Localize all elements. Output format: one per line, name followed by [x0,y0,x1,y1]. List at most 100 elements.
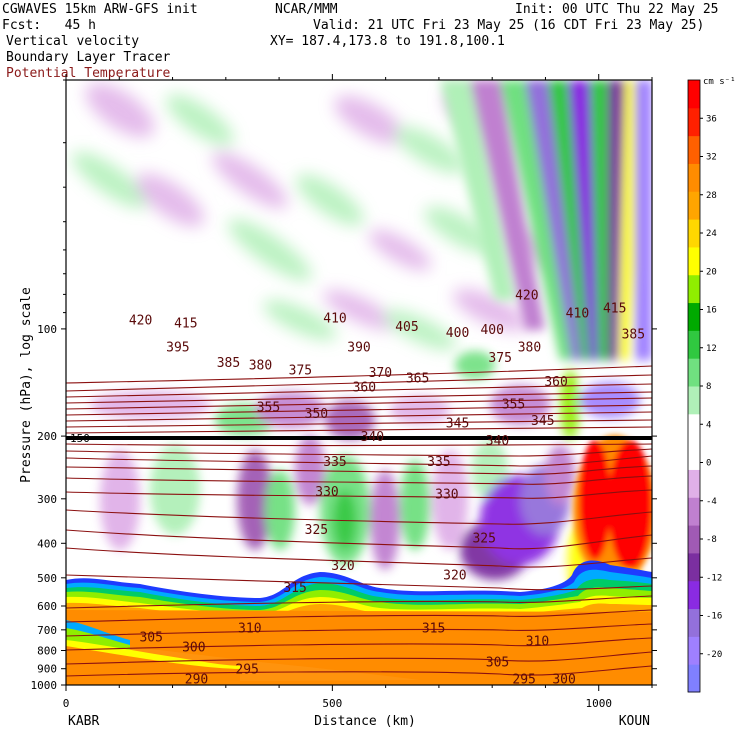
y-tick-label: 400 [37,537,57,550]
theta-label: 295 [235,663,258,678]
y-tick-label: 500 [37,572,57,585]
theta-label-text: 315 [283,581,306,596]
y-tick-label: 200 [37,430,57,443]
organization: NCAR/MMM [275,2,338,17]
theta-label-text: 325 [305,523,328,538]
valid-time: Valid: 21 UTC Fri 23 May 25 (16 CDT Fri … [313,18,705,33]
y-tick-label: 900 [37,663,57,676]
colorbar-swatch [688,246,700,276]
endpoint-right-label: KOUN [619,714,650,729]
theta-label: 315 [283,581,306,596]
field-name-boundary-layer-tracer: Boundary Layer Tracer [6,50,171,65]
forecast-hour: Fcst: 45 h [2,18,96,33]
x-axis: 0 500 1000 [63,74,653,710]
theta-label: 380 [249,359,272,374]
theta-label-text: 410 [323,312,346,327]
init-time: Init: 00 UTC Thu 22 May 25 [515,2,719,17]
theta-label: 325 [305,523,328,538]
theta-label: 325 [472,531,495,546]
theta-label: 395 [166,340,189,355]
colorbar-tick-label: -8 [706,535,717,545]
theta-label-text: 420 [129,313,152,328]
colorbar-swatch [688,441,700,470]
theta-label-text: 315 [422,622,445,637]
field-name-vertical-velocity: Vertical velocity [6,34,140,49]
theta-label-text: 340 [361,430,384,445]
theta-label: 300 [182,641,205,656]
theta-label-text: 345 [446,416,469,431]
plot-frame [65,79,653,686]
theta-label-text: 340 [486,434,509,449]
colorbar-tick-label: 4 [706,420,711,430]
colorbar-swatch [688,219,700,248]
theta-label-text: 320 [443,569,466,584]
theta-label-text: 375 [488,351,511,366]
x-tick-label: 0 [63,697,70,710]
colorbar-swatch [688,580,700,610]
theta-label: 360 [353,380,376,395]
theta-label-text: 290 [185,673,208,688]
theta-label-text: 355 [257,400,280,415]
colorbar-tick-label: 0 [706,459,711,469]
theta-label-text: 380 [249,359,272,374]
theta-label-text: 295 [512,673,535,688]
theta-label-text: 325 [472,531,495,546]
theta-label: 305 [139,630,162,645]
theta-label: 320 [331,559,354,574]
theta-label-text: 300 [182,641,205,656]
y-tick-label: 1000 [31,679,58,692]
colorbar-tick-label: -20 [706,650,722,660]
theta-label-text: 390 [347,340,370,355]
theta-label-text: 365 [406,372,429,387]
colorbar-swatch [688,135,700,164]
cross-section-endpoints: XY= 187.4,173.8 to 191.8,100.1 [270,34,505,49]
theta-label-text: 385 [217,356,240,371]
theta-label: 355 [257,400,280,415]
field-name-potential-temperature: Potential Temperature [6,66,171,81]
x-tick-label: 500 [322,697,342,710]
theta-label: 310 [238,622,261,637]
colorbar-swatch [688,497,700,526]
theta-label: 415 [603,301,626,316]
theta-label: 320 [443,569,466,584]
theta-label: 345 [531,414,554,429]
colorbar-swatch [688,636,700,665]
colorbar-swatch [688,191,700,220]
colorbar: -20 -16 -12 -8 -4 0 4 8 12 16 20 24 28 32 36 [687,79,722,693]
theta-label-text: 405 [395,320,418,335]
y-tick-label: 300 [37,493,57,506]
theta-label: 415 [174,317,197,332]
theta-label: 295 [512,673,535,688]
theta-label-text: 335 [427,455,450,470]
colorbar-swatch [688,80,700,109]
theta-label: 300 [552,673,575,685]
theta-label-text: 320 [331,559,354,574]
theta-label-text: 415 [603,301,626,316]
colorbar-swatch [688,552,700,582]
theta-label: 420 [129,313,152,328]
theta-label: 405 [395,320,418,335]
theta-label: 350 [305,407,328,422]
colorbar-swatch [688,608,700,637]
colorbar-swatch [688,163,700,192]
theta-label-text: 410 [566,307,589,322]
vertical-velocity-field: 290 295 295 300 300 305 305 310 310 315 315 320 320 3… [66,80,652,688]
theta-label-text: 420 [515,288,538,303]
y-tick-label: 100 [37,323,57,336]
colorbar-tick-label: -4 [706,497,717,507]
theta-label: 420 [515,288,538,303]
potential-temperature-isolines [66,365,652,677]
theta-label-text: 305 [486,656,509,671]
colorbar-tick-label: 24 [706,229,717,239]
theta-label: 345 [446,416,469,431]
colorbar-swatch [688,107,700,137]
theta-label: 355 [502,398,525,413]
theta-labels: 290 295 295 300 300 305 305 310 310 315 315 320 320 3… [129,288,645,688]
y-tick-label: 600 [37,600,57,613]
theta-label: 400 [480,323,503,338]
theta-label: 335 [427,455,450,470]
theta-label-text: 385 [622,327,645,342]
colorbar-tick-label: 16 [706,306,717,316]
theta-label-text: 370 [369,366,392,381]
theta-label-text: 335 [323,455,346,470]
